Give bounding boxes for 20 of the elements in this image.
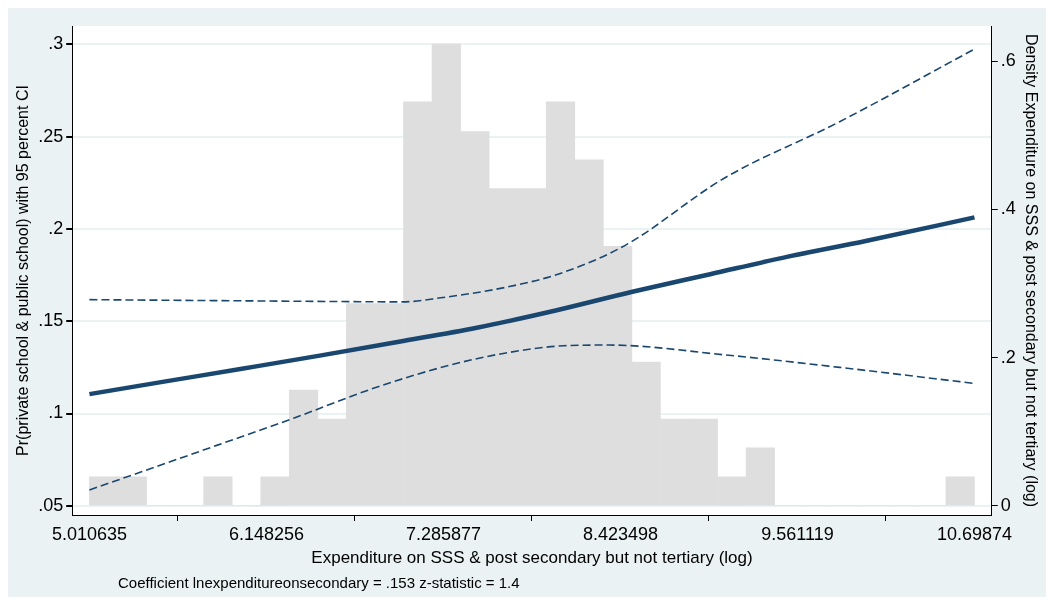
x-tick-label: 8.423498 <box>582 523 658 544</box>
y2-tick-label: .2 <box>1000 346 1016 367</box>
y-tick-label: .1 <box>48 402 64 423</box>
text: Coefficient lnexpenditureonsecondary = .153 z-statistic = 1.4 <box>118 573 520 591</box>
y2-tick-label: .6 <box>1000 50 1016 71</box>
y-tick-label: .25 <box>38 125 64 146</box>
y2-tick-label: 0 <box>1000 494 1011 515</box>
y-tick-label: .15 <box>38 310 64 331</box>
x-tick-label: 10.69874 <box>936 523 1013 544</box>
y2-axis-title: Density Expenditure on SSS & post secondary but not tertiary (log) <box>1022 33 1040 508</box>
x-tick-label: 6.148256 <box>228 523 304 544</box>
x-axis-title: Expenditure on SSS & post secondary but not tertiary (log) <box>311 548 753 568</box>
x-tick-label: 7.285877 <box>405 523 481 544</box>
y-axis-title: Pr(private school & public school) with 95 percent CI <box>14 85 32 456</box>
y2-tick-label: .4 <box>1000 198 1016 219</box>
x-tick-label: 9.561119 <box>761 523 834 544</box>
y-tick-label: .05 <box>38 494 64 515</box>
y-tick-label: .2 <box>48 217 64 238</box>
x-tick-label: 5.010635 <box>51 523 127 544</box>
y-tick-label: .3 <box>48 33 64 54</box>
